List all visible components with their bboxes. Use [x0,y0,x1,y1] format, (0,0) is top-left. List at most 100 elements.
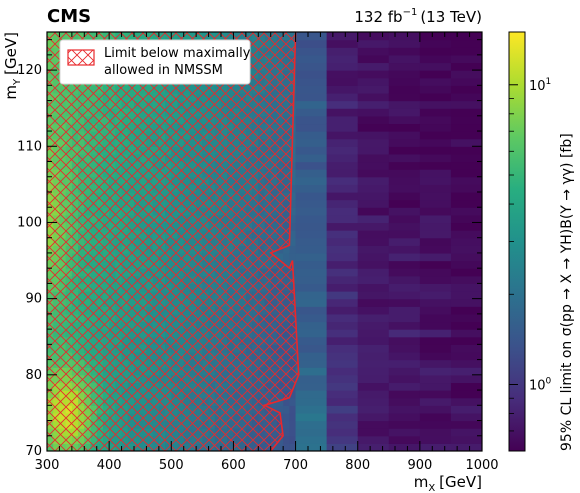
heatmap-cell [283,435,290,444]
heatmap-cell [450,268,482,277]
heatmap-cell [295,153,328,163]
heatmap-cell [326,291,359,300]
heatmap-cell [419,207,452,216]
heatmap-cell [289,397,297,406]
heatmap-cell [326,275,359,284]
heatmap-cell [450,123,482,132]
heatmap-cell [326,92,359,102]
heatmap-cell [326,382,359,391]
heatmap-cell [289,191,297,201]
heatmap-cell [295,32,328,41]
heatmap-cell [419,435,452,444]
heatmap-cell [295,428,328,437]
heatmap-cell [388,260,421,269]
heatmap-cell [419,230,452,239]
heatmap-cell [289,169,297,178]
heatmap-cell [419,260,452,269]
heatmap-cell [295,252,328,262]
heatmap-cell [326,397,359,406]
heatmap-cell [357,115,390,125]
heatmap-cell [326,260,359,269]
x-axis-ticks: 300 400 500 600 700 800 900 1000 [35,32,499,473]
heatmap-cell [450,382,482,391]
heatmap-cell [295,313,328,323]
x-tick-label: 1000 [465,458,498,473]
excluded-region-hatch [47,32,299,451]
heatmap-cell [419,62,452,71]
heatmap-cell [388,39,421,48]
heatmap-cell [388,108,421,117]
legend-label-line2: allowed in NMSSM [104,63,223,78]
heatmap-cell [326,77,359,86]
heatmap-cell [388,161,421,170]
heatmap-cell [419,283,452,292]
heatmap-cell [388,191,421,201]
heatmap-cell [326,199,359,208]
x-axis-title: mX [GeV] [414,473,482,493]
heatmap-cell [357,443,390,451]
heatmap-cell [295,374,328,384]
heatmap-cell [388,291,421,300]
heatmap-cell [357,191,390,201]
heatmap-cell [289,176,297,185]
legend-box [59,39,251,85]
heatmap-cell [326,252,359,262]
y-tick-label: 70 [25,444,42,459]
heatmap-cell [450,77,482,86]
heatmap-cell [419,306,452,315]
heatmap-cell [357,176,390,185]
heatmap-cell [295,39,328,48]
heatmap-cell [295,207,328,216]
heatmap-cell [388,390,421,399]
heatmap-cell [388,382,421,391]
heatmap-cell [289,207,297,216]
heatmap-cell [295,123,328,132]
y-tick-label: 80 [25,368,42,383]
heatmap-cell [450,336,482,345]
heatmap-cell [419,329,452,338]
heatmap-cell [450,92,482,102]
heatmap-cell [388,85,421,94]
heatmap-cell [388,184,421,193]
heatmap-cell [419,214,452,224]
heatmap-cell [295,397,328,406]
heatmap-cell [419,54,452,64]
heatmap-cell [419,321,452,330]
heatmap-cell [295,306,328,315]
heatmap-cell [326,344,359,353]
heatmap-cell [326,230,359,239]
heatmap-cell [419,367,452,376]
heatmap-cell [295,161,328,170]
legend: Limit below maximally allowed in NMSSM [59,39,251,85]
heatmap-cell [357,199,390,208]
heatmap-cell [388,123,421,132]
heatmap-cell [289,199,297,208]
heatmap-cell [326,100,359,109]
y-tick-label: 120 [17,63,42,78]
heatmap-cell [388,329,421,338]
heatmap-cell [326,237,359,246]
x-tick-label: 700 [283,458,308,473]
heatmap-cell [289,412,297,422]
heatmap-cell [326,367,359,376]
heatmap-cell [450,47,482,56]
heatmap-cell [295,382,328,391]
heatmap-cell [326,191,359,201]
heatmap-cell [357,32,390,41]
heatmap-cell [295,367,328,376]
heatmap-cell [295,412,328,422]
heatmap-cell [388,443,421,451]
heatmap-cell [295,275,328,284]
heatmap-cell [357,435,390,444]
heatmap-cell [295,169,328,178]
heatmap-cell [388,412,421,422]
heatmap-cell [450,397,482,406]
heatmap-cell [357,405,390,414]
heatmap-cell [450,214,482,224]
heatmap-cell [388,207,421,216]
heatmap-cell [283,412,290,422]
x-tick-label: 300 [35,458,60,473]
heatmap-cell [388,268,421,277]
heatmap-cell [450,367,482,376]
heatmap-cell [357,184,390,193]
